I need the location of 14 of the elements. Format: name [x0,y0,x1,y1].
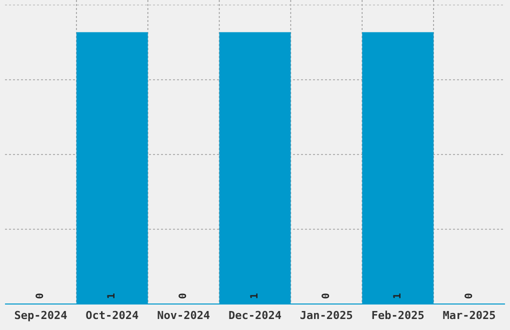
data-label: 1 [250,292,260,300]
x-tick-label: Feb-2025 [371,309,424,322]
x-tick-label: Dec-2024 [228,309,282,322]
data-label: 1 [106,292,118,300]
x-tick-label: Mar-2025 [442,309,496,322]
x-tick-label: Nov-2024 [157,309,210,322]
x-tick-label: Jan-2025 [300,309,353,322]
data-label: 0 [35,292,46,300]
data-label: 1 [392,292,404,300]
data-label: 0 [178,292,190,300]
x-tick-label: Oct-2024 [86,309,140,322]
x-tick-label: Sep-2024 [14,309,68,322]
data-label: 0 [464,292,475,300]
data-label: 0 [320,292,332,300]
